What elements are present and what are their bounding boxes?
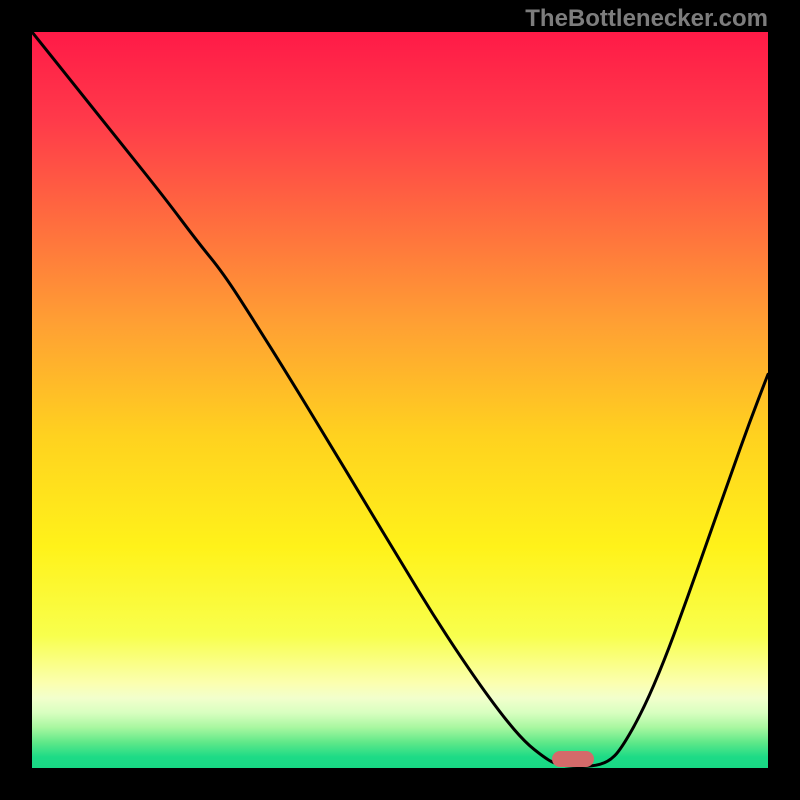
optimal-marker [552,751,594,767]
curve-path [32,32,768,767]
plot-area [32,32,768,768]
bottleneck-curve [32,32,768,768]
watermark-text: TheBottlenecker.com [525,5,768,33]
